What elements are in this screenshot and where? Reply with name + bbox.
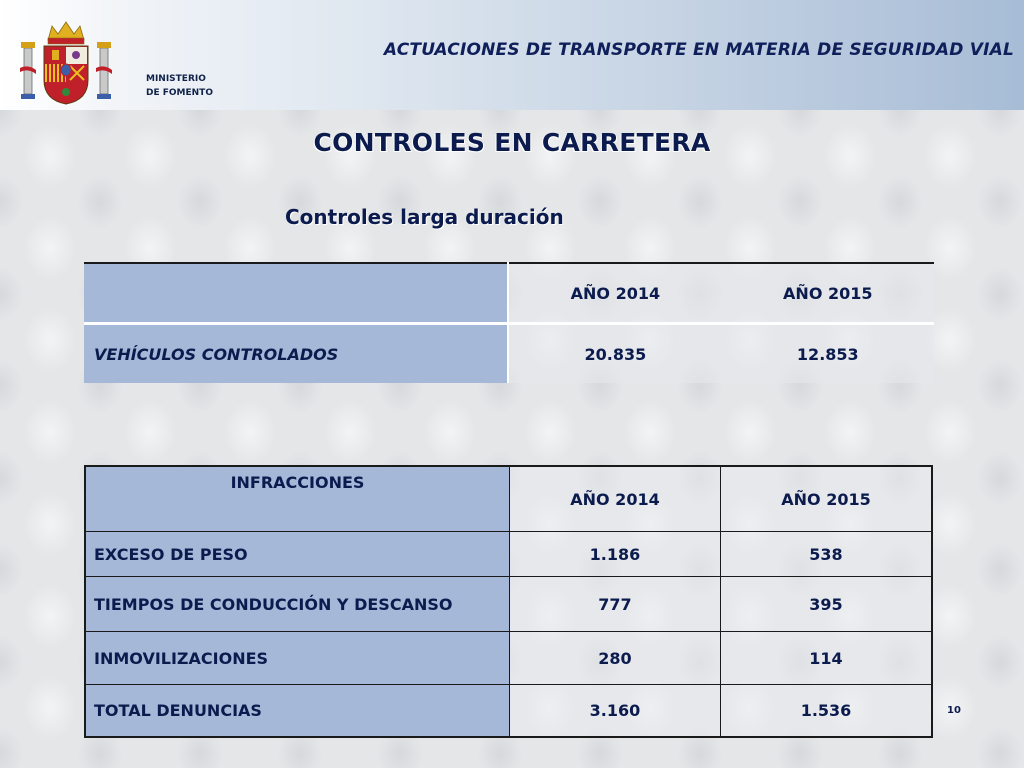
slide-title: CONTROLES EN CARRETERA [313,128,711,157]
value-2014: 777 [508,576,721,632]
header-year-2014: AÑO 2014 [508,262,722,325]
row-label: TOTAL DENUNCIAS [84,684,510,738]
slide-subtitle: Controles larga duración [285,205,564,229]
header-year-2014: AÑO 2014 [508,465,721,532]
spain-coat-of-arms-icon [20,21,112,105]
row-label: TIEMPOS DE CONDUCCIÓN Y DESCANSO [84,576,510,632]
header-infracciones: INFRACCIONES [84,465,510,532]
value-2015: 114 [719,631,933,685]
row-label: EXCESO DE PESO [84,531,510,577]
value-2014: 280 [508,631,721,685]
value-2014: 3.160 [508,684,721,738]
header-title: ACTUACIONES DE TRANSPORTE EN MATERIA DE … [383,40,1014,60]
header-empty-cell [84,262,510,325]
value-2015: 12.853 [721,323,934,383]
value-2014: 1.186 [508,531,721,577]
value-2015: 395 [719,576,933,632]
table-row: INMOVILIZACIONES 280 114 [84,631,933,685]
ministry-line-1: MINISTERIO [146,74,206,84]
table-row: VEHÍCULOS CONTROLADOS 20.835 12.853 [84,323,934,383]
ministry-name: MINISTERIO DE FOMENTO [146,72,213,100]
slide-header: MINISTERIO DE FOMENTO ACTUACIONES DE TRA… [0,0,1024,110]
header-year-2015: AÑO 2015 [719,465,933,532]
infracciones-header-row: INFRACCIONES AÑO 2014 AÑO 2015 [84,465,933,532]
header-year-2015: AÑO 2015 [721,262,934,325]
value-2014: 20.835 [508,323,722,383]
controles-header-row: AÑO 2014 AÑO 2015 [84,262,934,325]
row-label: INMOVILIZACIONES [84,631,510,685]
ministry-line-2: DE FOMENTO [146,88,213,98]
table-row: EXCESO DE PESO 1.186 538 [84,531,933,577]
table-row: TOTAL DENUNCIAS 3.160 1.536 [84,684,933,738]
row-label: VEHÍCULOS CONTROLADOS [84,323,510,383]
infracciones-table: INFRACCIONES AÑO 2014 AÑO 2015 EXCESO DE… [84,465,933,738]
value-2015: 538 [719,531,933,577]
value-2015: 1.536 [719,684,933,738]
page-number: 10 [947,705,961,716]
table-row: TIEMPOS DE CONDUCCIÓN Y DESCANSO 777 395 [84,576,933,632]
controles-table: AÑO 2014 AÑO 2015 VEHÍCULOS CONTROLADOS … [84,262,934,383]
